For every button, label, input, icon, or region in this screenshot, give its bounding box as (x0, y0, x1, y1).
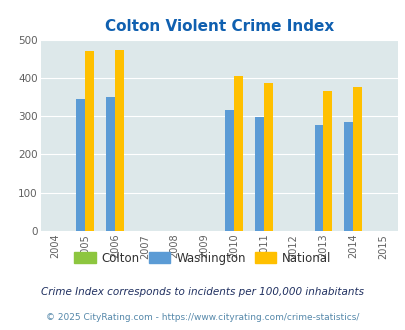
Bar (343, 122, 352, 231)
Text: Crime Index corresponds to incidents per 100,000 inhabitants: Crime Index corresponds to incidents per… (41, 287, 364, 297)
Bar (115, 50, 124, 231)
Bar (85, 51, 94, 231)
Title: Colton Violent Crime Index: Colton Violent Crime Index (104, 19, 333, 34)
Bar (225, 111, 234, 231)
Legend: Colton, Washington, National: Colton, Washington, National (69, 247, 336, 269)
Bar (234, 76, 243, 231)
Bar (314, 125, 323, 231)
Bar (76, 99, 85, 231)
Bar (352, 87, 361, 231)
Bar (323, 90, 332, 231)
Bar (106, 97, 115, 231)
Text: © 2025 CityRating.com - https://www.cityrating.com/crime-statistics/: © 2025 CityRating.com - https://www.city… (46, 313, 359, 322)
Bar (254, 117, 263, 231)
Bar (263, 83, 272, 231)
